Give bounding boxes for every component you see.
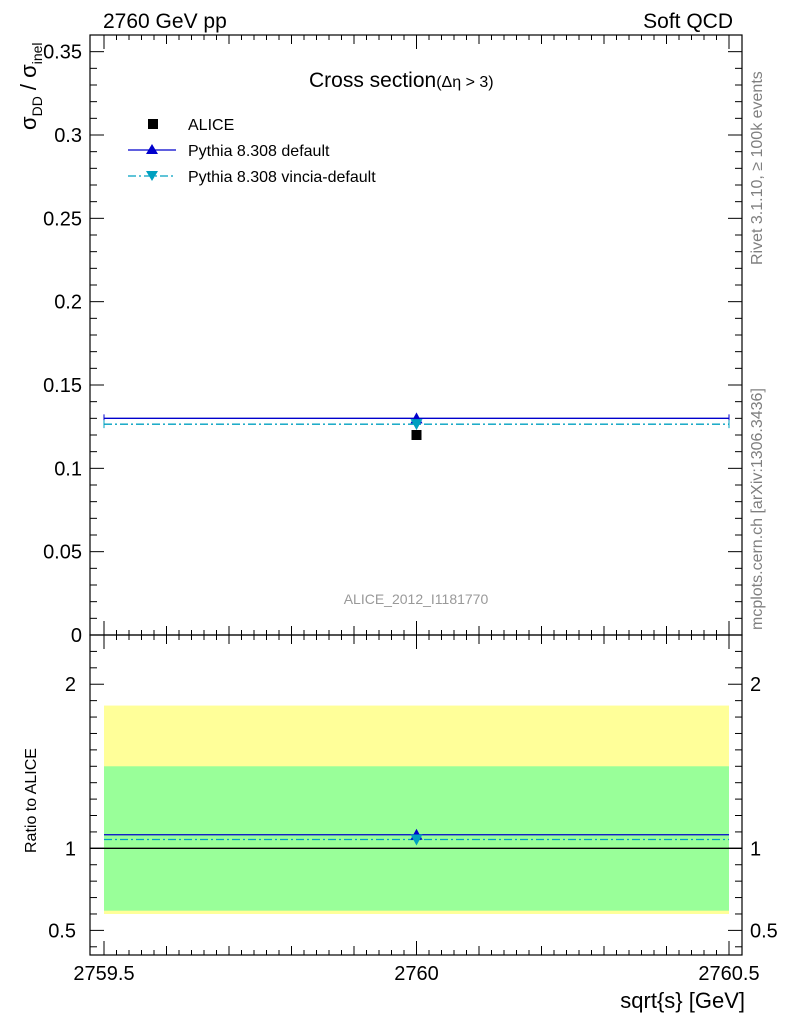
mcplots-label: mcplots.cern.ch [arXiv:1306.3436] xyxy=(749,388,766,630)
legend-label-pythia-default: Pythia 8.308 default xyxy=(188,143,330,160)
data-point-triangle-down xyxy=(410,419,423,431)
chart-title-suffix: (Δη > 3) xyxy=(436,74,493,91)
ratio-point-triangle-down xyxy=(410,834,423,846)
legend-entry-pythia-vincia: Pythia 8.308 vincia-default xyxy=(128,169,376,186)
ratio-y-tick-label: 1 xyxy=(65,838,76,860)
legend-marker-triangle-up xyxy=(146,144,158,154)
ratio-marks xyxy=(90,828,742,849)
x-tick-label: 2760.5 xyxy=(698,963,759,985)
rivet-label: Rivet 3.1.10, ≥ 100k events xyxy=(749,71,766,265)
x-tick-label: 2759.5 xyxy=(73,963,134,985)
ratio-y-tick-label: 2 xyxy=(65,674,76,696)
legend: ALICE Pythia 8.308 default Pythia 8.308 … xyxy=(128,117,376,186)
y-tick-label: 0.25 xyxy=(43,208,82,230)
ratio-x-ticks: 2759.5 2760 2760.5 xyxy=(73,635,760,985)
y-tick-label: 0.2 xyxy=(54,292,82,314)
data-point-square xyxy=(411,430,422,440)
ratio-panel: 0.5 0.5 1 1 2 2 2759.5 2760 2760.5 Ratio to ALI… xyxy=(23,634,778,1013)
x-tick-label: 2760 xyxy=(394,963,439,985)
chart-title-main: Cross section xyxy=(309,69,436,92)
y-tick-label: 0.1 xyxy=(54,458,82,480)
y-tick-label: 0.15 xyxy=(43,375,82,397)
legend-label-alice: ALICE xyxy=(188,117,234,134)
y-title-sigma-2: σ xyxy=(16,64,41,78)
main-marks xyxy=(103,412,730,440)
y-title-sub-inel: inel xyxy=(29,42,45,64)
chart-title: Cross section(Δη > 3) xyxy=(309,69,494,92)
legend-label-pythia-vincia: Pythia 8.308 vincia-default xyxy=(188,169,376,186)
y-title-sub-dd: DD xyxy=(29,96,45,116)
main-x-ticks xyxy=(103,35,730,635)
legend-marker-square xyxy=(148,119,158,129)
ratio-bands xyxy=(104,705,729,914)
y-title-slash: / xyxy=(16,78,41,96)
legend-marker-triangle-down xyxy=(146,171,158,181)
main-panel: 0 0.05 0.1 0.15 0.2 0.25 0.3 0.35 Cross section… xyxy=(16,34,743,647)
y-tick-label: 0.3 xyxy=(54,125,82,147)
legend-entry-pythia-default: Pythia 8.308 default xyxy=(128,143,330,160)
analysis-tag: ALICE_2012_I1181770 xyxy=(344,591,489,607)
header-left: 2760 GeV pp xyxy=(103,10,227,33)
ratio-y-tick-label-right: 0.5 xyxy=(750,920,778,942)
legend-entry-alice: ALICE xyxy=(148,117,234,134)
x-axis-title: sqrt{s} [GeV] xyxy=(620,988,745,1013)
ratio-y-ticks: 0.5 0.5 1 1 2 2 xyxy=(48,650,778,948)
y-tick-label: 0.05 xyxy=(43,542,82,564)
y-title-sigma-1: σ xyxy=(16,116,41,130)
ratio-y-tick-label-right: 1 xyxy=(750,838,761,860)
ratio-y-axis-title: Ratio to ALICE xyxy=(23,748,40,853)
y-tick-label: 0 xyxy=(71,625,82,647)
y-tick-label: 0.35 xyxy=(43,42,82,64)
main-y-axis-title: σDD / σinel xyxy=(16,42,45,130)
ratio-y-tick-label-right: 2 xyxy=(750,674,761,696)
main-y-ticks: 0 0.05 0.1 0.15 0.2 0.25 0.3 0.35 xyxy=(43,42,742,647)
header-right: Soft QCD xyxy=(643,10,733,33)
ratio-y-tick-label: 0.5 xyxy=(48,920,76,942)
